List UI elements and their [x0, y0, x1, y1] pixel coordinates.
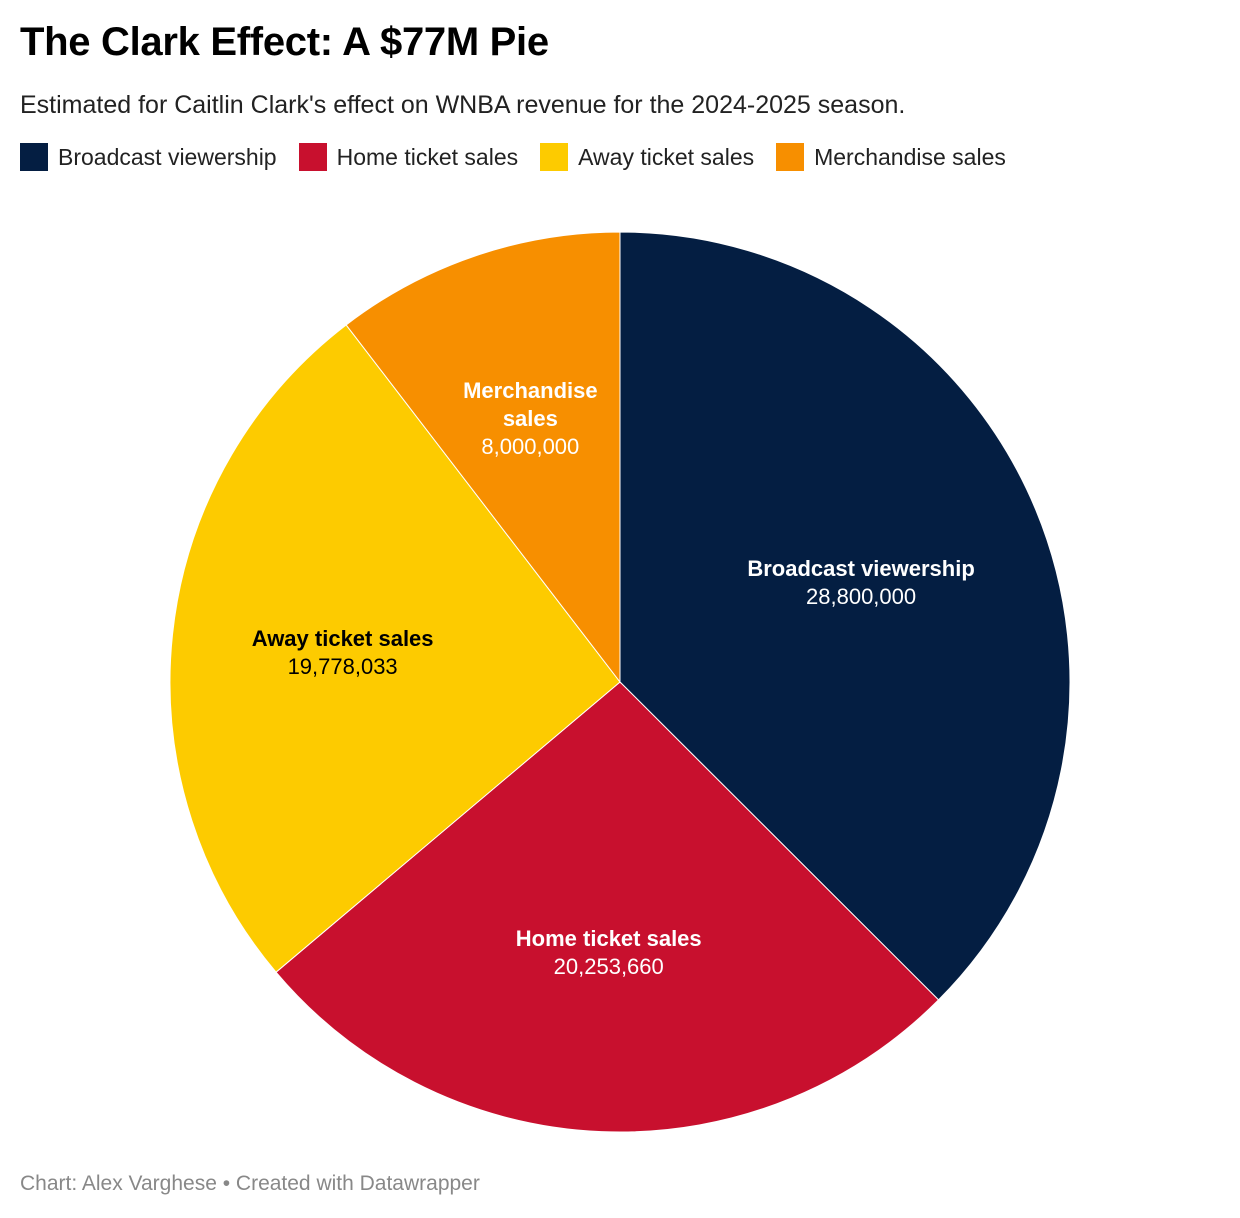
legend-swatch — [298, 143, 327, 171]
legend-label: Home ticket sales — [336, 143, 519, 170]
pie-slice-merchandise-sales — [345, 231, 621, 684]
legend-swatch — [20, 143, 48, 171]
slice-label-name: sales — [503, 406, 558, 431]
slice-label-name: Broadcast viewership — [747, 556, 974, 581]
legend-label: Broadcast viewership — [58, 143, 277, 170]
chart-footer: Chart: Alex Varghese • Created with Data… — [20, 1172, 480, 1195]
legend-item-home-ticket-sales: Home ticket sales — [298, 143, 519, 171]
legend-label: Merchandise sales — [814, 143, 1006, 170]
slice-label-value: 28,800,000 — [806, 584, 916, 609]
slice-label-value: 8,000,000 — [481, 434, 579, 459]
slice-label-name: Away ticket sales — [252, 626, 434, 651]
slice-label-merchandise-sales: Merchandise sales 8,000,000 — [463, 378, 598, 459]
legend-label: Away ticket sales — [578, 143, 755, 170]
pie-slice-away-ticket-sales — [169, 324, 621, 973]
chart-subtitle: Estimated for Caitlin Clark's effect on … — [20, 91, 906, 119]
legend-item-away-ticket-sales: Away ticket sales — [540, 143, 754, 171]
legend-item-merchandise-sales: Merchandise sales — [776, 143, 1006, 171]
slice-label-broadcast-viewership: Broadcast viewership 28,800,000 — [747, 556, 974, 609]
pie-slice-home-ticket-sales — [275, 681, 940, 1133]
chart-title: The Clark Effect: A $77M Pie — [20, 20, 549, 64]
slice-label-name: Merchandise — [463, 378, 598, 403]
slice-label-value: 19,778,033 — [288, 654, 398, 679]
pie-slice-broadcast-viewership — [619, 231, 1071, 1001]
legend: Broadcast viewership Home ticket sales A… — [20, 143, 1028, 171]
legend-swatch — [776, 143, 805, 171]
slice-label-home-ticket-sales: Home ticket sales 20,253,660 — [516, 926, 702, 979]
slice-label-away-ticket-sales: Away ticket sales 19,778,033 — [252, 626, 434, 679]
slice-label-value: 20,253,660 — [554, 954, 664, 979]
legend-swatch — [540, 143, 569, 171]
legend-item-broadcast-viewership: Broadcast viewership — [20, 143, 277, 171]
slice-label-name: Home ticket sales — [516, 926, 702, 951]
